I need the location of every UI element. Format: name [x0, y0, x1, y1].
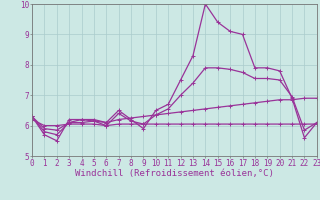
- X-axis label: Windchill (Refroidissement éolien,°C): Windchill (Refroidissement éolien,°C): [75, 169, 274, 178]
